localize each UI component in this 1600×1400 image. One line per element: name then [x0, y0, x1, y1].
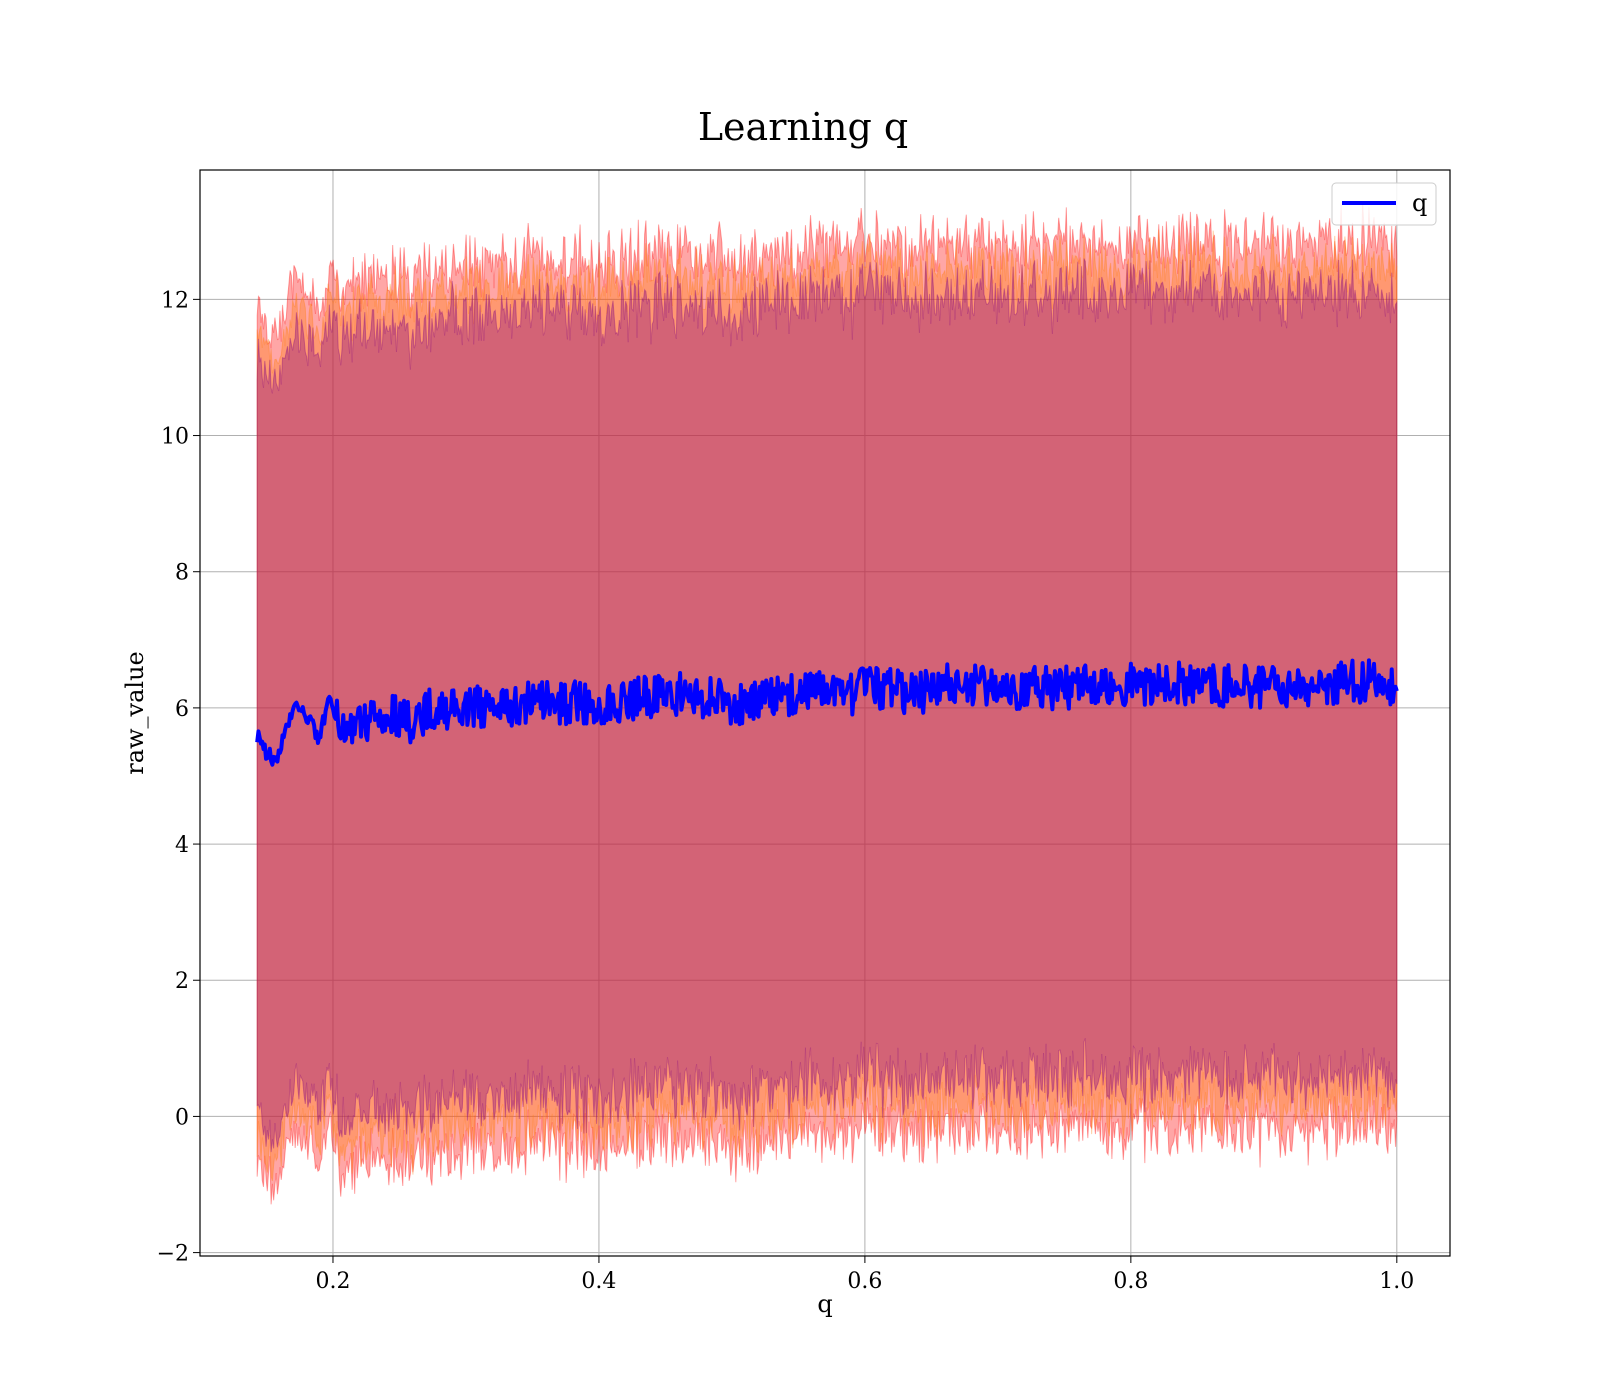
series-lines [255, 658, 1399, 767]
y-tick-label: 10 [161, 425, 189, 450]
spread-band [256, 229, 1398, 1182]
y-axis-title: raw_value [121, 651, 149, 775]
y-tick-label: 2 [175, 969, 189, 994]
y-tick-label: −2 [157, 1242, 189, 1267]
series-line-q [255, 658, 1399, 767]
x-axis-title: q [817, 1290, 832, 1318]
spread-band [256, 258, 1398, 1153]
legend: q [1331, 182, 1437, 226]
y-tick-label: 12 [161, 288, 189, 313]
x-tick-label: 0.4 [581, 1269, 616, 1294]
y-tick-label: 8 [175, 561, 189, 586]
x-tick-label: 0.6 [847, 1269, 882, 1294]
x-tick-label: 1.0 [1379, 1269, 1414, 1294]
chart-title: Learning q [698, 105, 908, 149]
y-tick-label: 0 [175, 1105, 189, 1130]
y-tick-label: 6 [175, 697, 189, 722]
spread-bands [256, 202, 1398, 1205]
plot-frame [199, 169, 1451, 1257]
grid [200, 170, 1450, 1256]
x-tick-label: 0.8 [1113, 1269, 1148, 1294]
legend-label-q: q [1412, 189, 1427, 217]
axis-ticks: 0.2 0.4 0.6 0.8 1.0 −2 0 2 4 6 8 10 12 [157, 288, 1415, 1294]
x-tick-label: 0.2 [315, 1269, 350, 1294]
y-tick-label: 4 [175, 833, 189, 858]
